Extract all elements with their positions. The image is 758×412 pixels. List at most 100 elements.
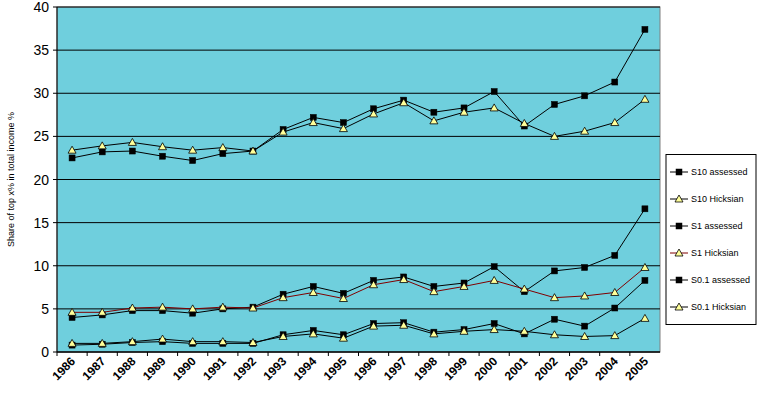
tick-mark (268, 352, 269, 356)
legend-marker (676, 169, 682, 175)
marker (551, 316, 557, 322)
tick-mark (237, 352, 238, 356)
tick-label: 1989 (140, 354, 169, 383)
legend-label: S0.1 assessed (691, 275, 750, 285)
tick-mark (328, 352, 329, 356)
series-group (68, 26, 649, 348)
chart: 0510152025303540198619871988198919901991… (0, 0, 758, 412)
tick-mark (53, 222, 57, 223)
legend-marker (675, 303, 683, 310)
marker (491, 264, 497, 270)
tick-mark (53, 93, 57, 94)
series-line (72, 280, 645, 345)
legend-label: S10 Hicksian (691, 194, 744, 204)
tick-mark (418, 352, 419, 356)
grid-line (57, 136, 660, 137)
grid-line (57, 265, 660, 266)
tick-mark (569, 352, 570, 356)
marker (400, 321, 408, 328)
marker (279, 332, 287, 339)
tick-label: 5 (41, 301, 49, 317)
grid-line (57, 93, 660, 94)
tick-label: 1997 (381, 354, 410, 383)
tick-label: 15 (33, 215, 49, 231)
tick-label: 2004 (592, 354, 621, 383)
y-axis (57, 7, 58, 352)
marker (159, 143, 167, 150)
tick-mark (177, 352, 178, 356)
marker (641, 95, 649, 102)
tick-mark (358, 352, 359, 356)
marker (612, 79, 618, 85)
marker (582, 264, 588, 270)
plot-area (57, 7, 660, 352)
series-line (72, 267, 645, 312)
tick-mark (629, 352, 630, 356)
marker (611, 119, 619, 126)
tick-label: 1993 (260, 354, 289, 383)
marker (520, 327, 528, 334)
marker (642, 206, 648, 212)
tick-mark (448, 352, 449, 356)
marker (190, 158, 196, 164)
tick-label: 1987 (80, 354, 109, 383)
marker (370, 322, 378, 329)
marker (189, 146, 197, 153)
marker (582, 323, 588, 329)
marker (370, 281, 378, 288)
tick-label: 2005 (622, 354, 651, 383)
tick-mark (53, 265, 57, 266)
marker (309, 119, 317, 126)
axis-title: Share of top x% in total income % (6, 112, 16, 247)
marker (490, 276, 498, 283)
legend-label: S0.1 Hicksian (691, 302, 746, 312)
tick-label: 30 (33, 85, 49, 101)
marker (68, 146, 76, 153)
marker (339, 125, 347, 132)
marker (581, 127, 589, 134)
tick-mark (53, 179, 57, 180)
tick-label: 40 (33, 0, 49, 15)
marker (220, 151, 226, 157)
tick-mark (53, 308, 57, 309)
marker (430, 288, 438, 295)
marker (491, 89, 497, 95)
marker (460, 282, 468, 289)
legend (666, 155, 756, 325)
marker (370, 110, 378, 117)
tick-label: 1986 (49, 354, 78, 383)
marker (400, 99, 408, 106)
marker (219, 338, 227, 345)
grid-line (57, 7, 660, 8)
series-line (72, 29, 645, 160)
tick-label: 1988 (110, 354, 139, 383)
marker (642, 277, 648, 283)
marker (128, 138, 136, 145)
marker (159, 335, 167, 342)
marker (551, 101, 557, 107)
marker (68, 308, 76, 315)
marker (400, 276, 408, 283)
legend-label: S10 assessed (691, 167, 748, 177)
series-line (72, 209, 645, 318)
marker (611, 288, 619, 295)
tick-label: 1990 (170, 354, 199, 383)
tick-mark (53, 352, 57, 353)
marker (250, 148, 256, 154)
marker (642, 26, 648, 32)
marker (250, 304, 256, 310)
marker (69, 155, 75, 161)
tick-label: 2002 (532, 354, 561, 383)
marker (68, 339, 76, 346)
marker (551, 268, 557, 274)
tick-label: 0 (41, 344, 49, 360)
marker (581, 292, 589, 299)
marker (612, 305, 618, 311)
legend-marker (675, 249, 683, 256)
marker (460, 327, 468, 334)
marker (249, 147, 257, 154)
tick-mark (117, 352, 118, 356)
marker (128, 338, 136, 345)
marker (641, 314, 649, 321)
tick-mark (207, 352, 208, 356)
